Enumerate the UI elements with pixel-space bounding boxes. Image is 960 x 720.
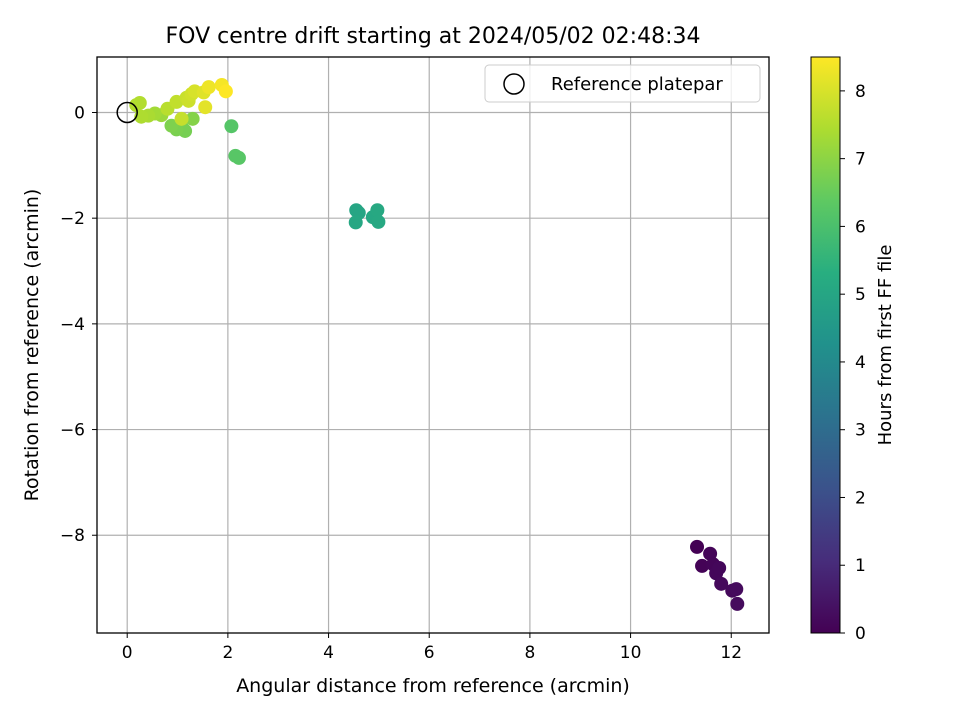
legend-box [484, 64, 761, 103]
y-axis-label: Rotation from reference (arcmin) [21, 189, 43, 502]
x-tick-label: 2 [222, 643, 233, 663]
x-tick-label: 4 [323, 643, 334, 663]
colorbar-tick-label: 8 [855, 82, 866, 102]
y-axis-ticks: 0 −2 −4 −6 −8 [60, 103, 97, 546]
grid-lines [97, 57, 769, 633]
y-tick-label: −2 [60, 209, 85, 229]
data-point [185, 111, 200, 126]
data-points [129, 78, 745, 611]
data-point [729, 582, 744, 597]
data-point [703, 546, 718, 561]
colorbar-tick-label: 3 [855, 421, 866, 441]
data-point [164, 118, 179, 133]
colorbar-gradient [810, 56, 841, 634]
data-point [218, 84, 233, 99]
data-point [224, 119, 239, 134]
data-point [371, 214, 386, 229]
colorbar-tick-label: 2 [855, 488, 866, 508]
data-point [714, 576, 729, 591]
reference-platepar-marker [116, 101, 138, 124]
chart-title: FOV centre drift starting at 2024/05/02 … [166, 24, 701, 49]
colorbar: 0 1 2 3 4 5 6 7 8 Hours from first FF file [810, 56, 896, 644]
x-tick-label: 10 [620, 643, 642, 663]
colorbar-tick-label: 0 [855, 624, 866, 644]
y-tick-label: −6 [60, 421, 85, 441]
data-point [370, 203, 385, 218]
data-point [695, 558, 710, 573]
x-tick-label: 6 [424, 643, 435, 663]
colorbar-tick-label: 4 [855, 353, 866, 373]
x-axis-ticks: 0 2 4 6 8 10 12 [122, 633, 742, 663]
y-tick-label: 0 [74, 103, 85, 123]
colorbar-tick-label: 7 [855, 150, 866, 170]
colorbar-tick-label: 6 [855, 217, 866, 237]
x-tick-label: 0 [122, 643, 133, 663]
colorbar-label: Hours from first FF file [875, 245, 896, 446]
x-tick-label: 12 [720, 643, 742, 663]
data-point [712, 561, 727, 576]
x-tick-label: 8 [524, 643, 535, 663]
colorbar-tick-label: 5 [855, 285, 866, 305]
colorbar-ticks: 0 1 2 3 4 5 6 7 8 [840, 82, 866, 644]
data-point [348, 215, 363, 230]
y-tick-label: −4 [60, 315, 85, 335]
legend: Reference platepar [484, 64, 761, 103]
colorbar-tick-label: 1 [855, 556, 866, 576]
y-tick-label: −8 [60, 526, 85, 546]
data-point [132, 95, 147, 110]
legend-reference-marker [503, 73, 525, 95]
data-point [231, 150, 246, 165]
plot-frame [96, 56, 770, 634]
data-point [201, 80, 216, 95]
x-axis-label: Angular distance from reference (arcmin) [236, 675, 630, 697]
data-point [174, 111, 189, 126]
legend-entry-reference: Reference platepar [551, 74, 723, 95]
plot-background [97, 57, 769, 633]
data-point [690, 539, 705, 554]
data-point [730, 596, 745, 611]
data-point [198, 100, 213, 115]
